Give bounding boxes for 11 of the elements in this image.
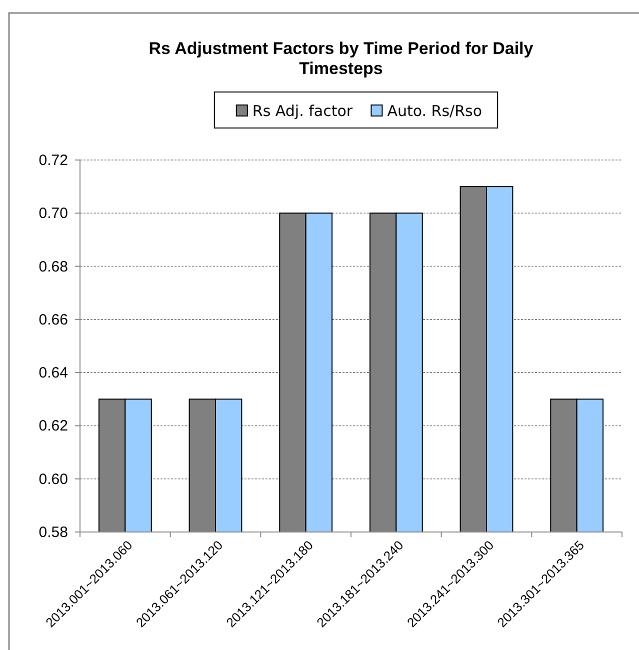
y-tick-label: 0.62 [38, 418, 68, 435]
y-tick-label: 0.58 [38, 524, 68, 541]
chart-title: Rs Adjustment Factors by Time Period for Daily Timesteps [148, 39, 534, 78]
y-tick-label: 0.68 [38, 258, 68, 276]
legend-label: Auto. Rs/Rso [387, 102, 482, 120]
y-tick-label: 0.72 [38, 152, 68, 169]
y-tick-label: 0.66 [38, 311, 68, 328]
y-tick-label: 0.70 [38, 205, 68, 222]
y-tick-label: 0.60 [38, 470, 68, 488]
legend-label: Rs Adj. factor [252, 102, 354, 120]
y-tick-label: 0.64 [38, 364, 68, 382]
